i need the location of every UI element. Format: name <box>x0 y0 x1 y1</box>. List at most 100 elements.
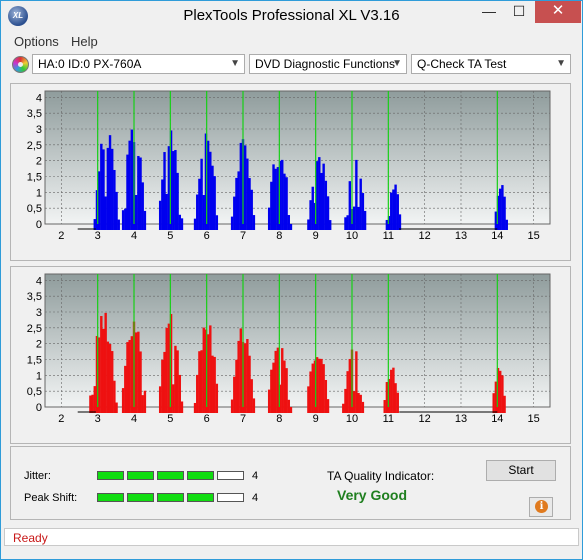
histogram-bar <box>158 200 162 230</box>
minimize-button[interactable]: — <box>482 3 496 19</box>
histogram-bar <box>235 359 238 413</box>
histogram-bar <box>124 208 127 230</box>
function-select[interactable]: DVD Diagnostic Functions ▼ <box>249 54 407 74</box>
peak-shift-label: Peak Shift: <box>24 492 78 504</box>
x-tick-label: 14 <box>491 413 503 425</box>
histogram-bar <box>322 364 325 413</box>
meter-segment <box>187 471 214 480</box>
histogram-bar <box>278 160 282 230</box>
histogram-bar <box>139 157 142 230</box>
histogram-bar <box>287 215 290 230</box>
histogram-bar <box>111 351 114 413</box>
meter-segment <box>157 471 184 480</box>
plot-background <box>44 90 551 225</box>
x-tick-label: 2 <box>58 413 64 425</box>
histogram-bar <box>230 399 234 413</box>
histogram-bar <box>243 343 247 413</box>
histogram-bar <box>193 218 197 230</box>
histogram-bar <box>215 215 219 230</box>
title-bar[interactable]: XL PlexTools Professional XL V3.16 — ☐ ✕ <box>1 1 582 31</box>
histogram-bar <box>274 168 277 230</box>
histogram-bar <box>315 161 319 230</box>
histogram-bar <box>348 181 352 230</box>
histogram-bar <box>128 339 131 413</box>
histogram-bar <box>309 200 312 230</box>
histogram-bar <box>200 350 203 413</box>
jitter-label: Jitter: <box>24 470 51 482</box>
status-bar: Ready <box>4 528 579 546</box>
meter-segment <box>97 471 124 480</box>
histogram-bar <box>289 407 293 413</box>
histogram-bar <box>326 196 330 230</box>
y-tick-label: 3,5 <box>27 108 42 120</box>
y-tick-label: 1 <box>36 370 42 382</box>
histogram-bar <box>396 194 399 230</box>
ta-quality-label: TA Quality Indicator: <box>327 469 435 483</box>
histogram-bar <box>95 335 99 413</box>
histogram-bar <box>209 325 212 413</box>
drive-select-value: HA:0 ID:0 PX-760A <box>38 57 142 71</box>
histogram-bar <box>324 379 328 413</box>
histogram-bar <box>165 328 168 413</box>
x-tick-label: 6 <box>204 230 210 242</box>
x-tick-label: 7 <box>240 230 246 242</box>
histogram-bar <box>392 189 395 230</box>
histogram-bar <box>206 140 210 230</box>
ta-chart-outer: 4 3,5 3 2,5 2 1,5 1 0,5 0 2 3 4 5 6 7 8 9 10 11 12 13 14 15 <box>27 273 551 425</box>
histogram-bar <box>128 140 131 230</box>
y-tick-label: 3 <box>36 124 42 136</box>
histogram-bar <box>134 332 138 413</box>
histogram-bar <box>352 206 356 230</box>
histogram-bar <box>169 130 173 230</box>
histogram-bar <box>499 370 502 413</box>
status-text: Ready <box>13 531 48 545</box>
maximize-button[interactable]: ☐ <box>512 3 526 19</box>
x-tick-label: 13 <box>455 413 467 425</box>
chevron-down-icon: ▼ <box>392 58 402 69</box>
histogram-bar <box>344 388 347 413</box>
histogram-bar <box>287 399 290 413</box>
histogram-bar <box>492 393 495 413</box>
histogram-bar <box>93 219 96 230</box>
y-tick-label: 1 <box>36 187 42 199</box>
info-button[interactable]: i <box>529 497 553 517</box>
y-tick-label: 2,5 <box>27 323 42 335</box>
menu-bar: Options Help <box>1 32 582 51</box>
info-icon: i <box>535 500 548 513</box>
histogram-bar <box>141 182 144 230</box>
histogram-bar <box>233 376 236 413</box>
histogram-bar <box>390 192 393 230</box>
start-button[interactable]: Start <box>486 460 556 481</box>
histogram-bar <box>137 155 140 230</box>
histogram-bar <box>318 157 321 230</box>
histogram-bar <box>209 151 212 230</box>
x-tick-label: 5 <box>167 413 173 425</box>
y-tick-label: 0,5 <box>27 203 42 215</box>
close-button[interactable]: ✕ <box>535 1 581 23</box>
x-tick-label: 12 <box>419 230 431 242</box>
y-tick-label: 4 <box>36 275 42 287</box>
y-tick-label: 3 <box>36 307 42 319</box>
drive-select[interactable]: HA:0 ID:0 PX-760A ▼ <box>32 54 245 74</box>
histogram-bar <box>115 402 118 413</box>
chevron-down-icon: ▼ <box>556 58 566 69</box>
x-tick-label: 6 <box>204 413 210 425</box>
menu-help[interactable]: Help <box>71 34 98 49</box>
histogram-bar <box>359 394 362 413</box>
x-tick-label: 10 <box>346 230 358 242</box>
meter-segment <box>187 493 214 502</box>
menu-options[interactable]: Options <box>14 34 59 49</box>
histogram-bar <box>211 355 214 413</box>
histogram-bar <box>501 185 504 230</box>
histogram-bar <box>248 178 251 230</box>
histogram-bar <box>121 210 125 230</box>
histogram-bar <box>193 402 197 413</box>
chevron-down-icon: ▼ <box>230 58 240 69</box>
histogram-bar <box>108 344 112 413</box>
histogram-bar <box>505 219 508 230</box>
test-select[interactable]: Q-Check TA Test ▼ <box>411 54 571 74</box>
histogram-bar <box>211 165 214 230</box>
histogram-bar <box>111 148 114 230</box>
x-tick-label: 15 <box>528 230 540 242</box>
histogram-bar <box>270 369 273 413</box>
